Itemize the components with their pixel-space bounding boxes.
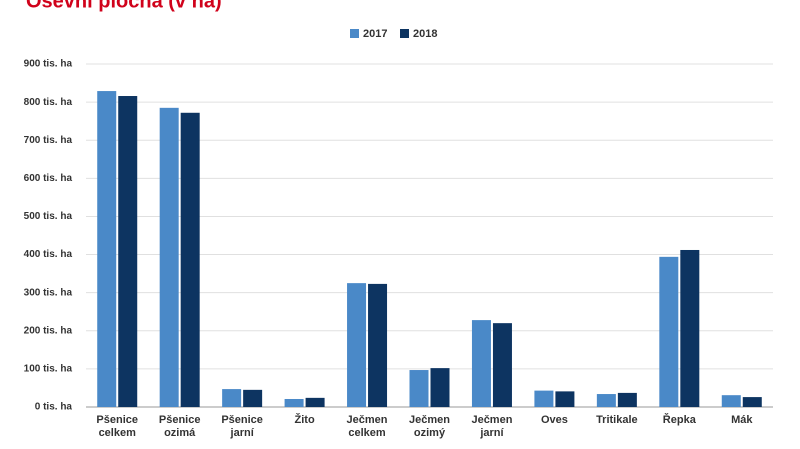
bar xyxy=(284,398,304,407)
x-tick-label: Pšenice ozimá xyxy=(159,414,201,439)
bar xyxy=(492,323,512,407)
x-tick-label: Ječmen celkem xyxy=(347,414,388,439)
chart-title: Osevní plocha (v ha) xyxy=(26,0,222,12)
x-tick-label: Ječmen ozimý xyxy=(409,414,450,439)
x-tick-label: Řepka xyxy=(663,413,697,426)
bar xyxy=(721,395,741,407)
y-tick-label: 900 tis. ha xyxy=(24,59,73,70)
bar xyxy=(97,91,117,407)
x-tick-label: Pšenice jarní xyxy=(221,414,263,439)
x-tick-label: Žito xyxy=(295,413,315,426)
x-tick-label: Ječmen jarní xyxy=(471,414,512,439)
bar xyxy=(118,96,138,407)
y-tick-label: 800 tis. ha xyxy=(24,97,73,108)
bar xyxy=(596,394,616,407)
bar xyxy=(680,249,700,407)
bar xyxy=(368,283,388,407)
bar xyxy=(222,389,242,407)
bar xyxy=(430,368,450,407)
bar xyxy=(617,392,637,407)
y-tick-label: 100 tis. ha xyxy=(24,364,73,375)
y-tick-label: 0 tis. ha xyxy=(35,402,73,413)
bar xyxy=(159,107,179,408)
y-tick-label: 500 tis. ha xyxy=(24,211,73,222)
y-tick-label: 400 tis. ha xyxy=(24,249,73,260)
legend-swatch xyxy=(350,29,359,38)
bar xyxy=(742,397,762,407)
bar xyxy=(180,112,200,407)
bar xyxy=(534,390,554,407)
y-tick-label: 300 tis. ha xyxy=(24,287,73,298)
x-tick-label: Pšenice celkem xyxy=(96,414,138,439)
bar xyxy=(305,397,325,407)
bar xyxy=(347,283,367,407)
legend-swatch xyxy=(400,29,409,38)
bar xyxy=(243,389,263,407)
x-tick-label: Mák xyxy=(731,414,753,426)
legend-label: 2017 xyxy=(363,28,387,40)
x-tick-label: Tritikale xyxy=(596,414,638,426)
y-tick-label: 200 tis. ha xyxy=(24,325,73,336)
bar xyxy=(471,320,491,407)
legend-label: 2018 xyxy=(413,28,437,40)
bar xyxy=(409,370,429,407)
x-tick-label: Oves xyxy=(541,414,568,426)
y-tick-label: 600 tis. ha xyxy=(24,173,73,184)
y-tick-label: 700 tis. ha xyxy=(24,135,73,146)
bar xyxy=(659,256,679,407)
bar xyxy=(555,391,575,407)
